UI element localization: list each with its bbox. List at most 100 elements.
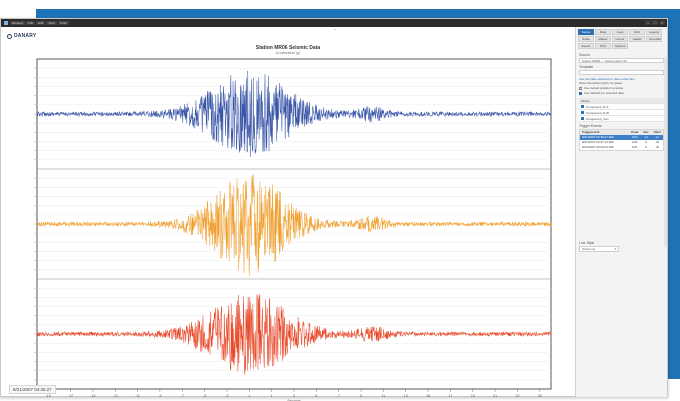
x-tick-label: -7 — [181, 394, 184, 398]
show-templates-label: Show Templates Apply Template — [579, 81, 623, 85]
menu-item-view[interactable]: View — [46, 21, 57, 25]
title-bar: Danaery File Edit View Tools – □ × — [1, 19, 667, 27]
source-field[interactable]: Station MR06 — Seismograph 3C — [579, 58, 664, 63]
x-tick-label: -11 — [135, 394, 140, 398]
gradient-option[interactable]: Use default gradient template — [579, 86, 664, 91]
defaults-option[interactable]: Use defaults for selected data — [579, 91, 664, 96]
series-row[interactable]: Component_N-S — [579, 104, 664, 110]
line-style-select[interactable]: Solid Line ▾ — [579, 246, 619, 252]
panel-scrollbar[interactable] — [664, 57, 667, 247]
tab-marker[interactable]: Marker — [595, 36, 611, 42]
tab-cursor[interactable]: Cursor — [612, 36, 628, 42]
tab-export[interactable]: Export — [578, 43, 594, 49]
chart-area: -19 -17 -15 -13 -11 -9 -7 -5 -3 -1 1 3 5 7 9 11 13 15 17 19… — [7, 45, 569, 401]
line-style-value: Solid Line — [582, 247, 596, 251]
cell: 0.01 — [631, 145, 638, 149]
cell: 0.04 — [631, 135, 638, 139]
brand-name: DANARY — [14, 33, 37, 39]
menu-item-tools[interactable]: Tools — [57, 21, 69, 25]
app-icon — [4, 21, 8, 25]
tab-series[interactable]: Series — [578, 29, 594, 35]
tab-scale[interactable]: Scale — [578, 36, 594, 42]
cell: 8/21/2007 04:35:27.000 — [582, 135, 614, 139]
x-tick-label: 13 — [404, 394, 408, 398]
series-section: Series Component_N-S Component_E-W Compo… — [579, 98, 664, 122]
col-filter[interactable]: Filter — [653, 130, 661, 134]
maximize-button[interactable]: □ — [652, 20, 658, 25]
series-swatch-icon — [581, 117, 584, 120]
x-tick-label: -3 — [225, 394, 228, 398]
menu-bar: Danaery File Edit View Tools — [10, 21, 69, 25]
tab-print[interactable]: Print — [595, 43, 611, 49]
series-swatch-icon — [581, 105, 584, 108]
x-tick-label: 11 — [382, 394, 386, 398]
series-row[interactable]: Component_Vert — [579, 116, 664, 122]
timestamp-readout: 8/21/2007 04:35:27 — [9, 385, 56, 394]
template-label: Template — [579, 65, 594, 69]
col-peak[interactable]: Peak — [631, 130, 639, 134]
series-line — [36, 70, 552, 157]
x-tick-label: 5 — [315, 394, 317, 398]
minimize-button[interactable]: – — [645, 20, 651, 25]
tab-labels[interactable]: Labels — [629, 36, 645, 42]
x-tick-label: -19 — [46, 394, 51, 398]
show-templates-option[interactable]: Show Templates Apply Template — [579, 81, 664, 86]
gradient-checkbox[interactable] — [579, 87, 582, 90]
tab-options[interactable]: Options — [612, 43, 628, 49]
menu-item-file[interactable]: File — [26, 21, 36, 25]
seismic-chart[interactable]: -19 -17 -15 -13 -11 -9 -7 -5 -3 -1 1 3 5 7 9 11 13 15 17 19… — [7, 45, 569, 401]
table-row[interactable]: 8/21/2007 04:40:03.250 0.01 5 off — [580, 145, 663, 150]
col-dur[interactable]: Dur — [643, 130, 649, 134]
menu-item-app[interactable]: Danaery — [10, 21, 26, 25]
series-swatch-icon — [581, 111, 584, 114]
col-triggered[interactable]: Triggered At — [582, 130, 600, 134]
x-tick-label: 9 — [360, 394, 362, 398]
x-tick-label: 21 — [493, 394, 497, 398]
series-header: Series — [581, 98, 590, 103]
table-row[interactable]: 8/21/2007 04:37:12.500 0.01 6 off — [580, 140, 663, 145]
trigger-label: Trigger Events — [579, 124, 602, 128]
tab-data[interactable]: Data — [595, 29, 611, 35]
series-row[interactable]: Component_E-W — [579, 110, 664, 116]
line-style-label: Line Style — [579, 241, 595, 245]
close-button[interactable]: × — [659, 20, 665, 25]
app-window: Danaery File Edit View Tools – □ × ⌄ DAN… — [0, 18, 668, 401]
drag-grip-icon[interactable]: ⌄ — [333, 26, 337, 31]
properties-panel: Series Data Axes Grid Legend Scale Marker Curso… — [575, 27, 667, 397]
x-tick-label: -1 — [248, 394, 251, 398]
x-tick-label: 1 — [271, 394, 273, 398]
cell: 5 — [645, 145, 647, 149]
tab-grid[interactable]: Grid — [629, 29, 645, 35]
chart-title: Station MR06 Seismic Data — [255, 45, 321, 51]
series-name: Component_N-S — [586, 104, 609, 109]
source-section: Source Station MR06 — Seismograph 3C Tem… — [579, 53, 664, 96]
table-header: Triggered At Peak Dur Filter — [580, 130, 663, 135]
x-tick-label: 19 — [471, 394, 475, 398]
window-controls: – □ × — [645, 20, 665, 25]
cell: 0.01 — [631, 140, 638, 144]
template-link[interactable]: Use template selected for data series fi… — [579, 77, 635, 81]
chevron-down-icon: ▾ — [614, 247, 616, 251]
tab-annotations[interactable]: Annotations — [646, 36, 662, 42]
x-tick-label: -13 — [113, 394, 118, 398]
logo-mark-icon — [7, 33, 12, 39]
brand-logo: DANARY — [7, 33, 36, 39]
chart-subtitle: Acceleration (g) — [275, 51, 301, 55]
x-tick-label: 23 — [516, 394, 520, 398]
table-row[interactable]: 8/21/2007 04:35:27.000 0.04 14 on — [580, 135, 663, 140]
template-field[interactable] — [579, 70, 664, 75]
x-tick-label: 3 — [293, 394, 295, 398]
x-tick-label: 25 — [538, 394, 542, 398]
x-tick-label: 15 — [426, 394, 430, 398]
series-name: Component_Vert — [586, 116, 609, 121]
x-tick-label: -9 — [158, 394, 161, 398]
cell: off — [655, 140, 659, 144]
defaults-label: Use defaults for selected data — [584, 91, 624, 95]
menu-item-edit[interactable]: Edit — [36, 21, 46, 25]
tab-axes[interactable]: Axes — [612, 29, 628, 35]
defaults-checkbox[interactable] — [579, 92, 582, 95]
cell: 6 — [645, 140, 647, 144]
tab-legend[interactable]: Legend — [646, 29, 662, 35]
trigger-section: Trigger Events Triggered At Peak Dur Fil… — [579, 124, 664, 151]
cell: 8/21/2007 04:40:03.250 — [582, 145, 614, 149]
